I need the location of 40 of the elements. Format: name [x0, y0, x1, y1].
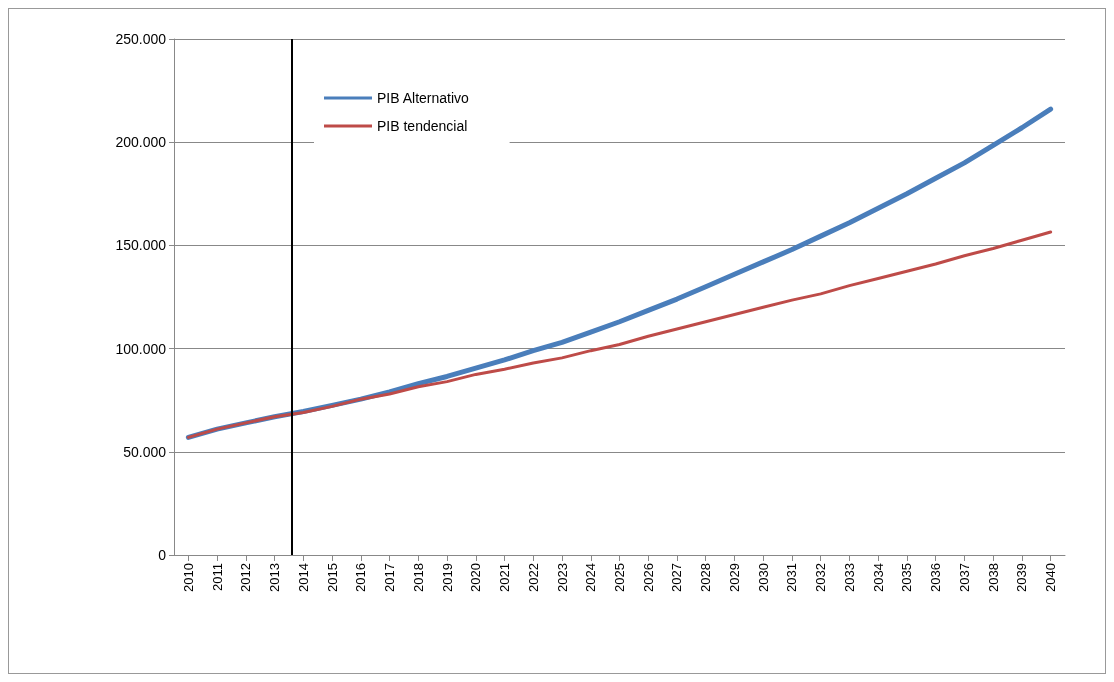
- y-tick-label: 50.000: [123, 443, 167, 460]
- x-tick-label: 2023: [554, 563, 570, 592]
- y-tick-label: 200.000: [115, 134, 167, 151]
- x-tick-label: 2027: [669, 563, 685, 592]
- x-tick-label: 2030: [755, 563, 771, 592]
- x-tick-label: 2025: [612, 563, 627, 592]
- legend-label: PIB tendencial: [377, 118, 468, 134]
- x-tick-label: 2020: [468, 563, 484, 592]
- x-tick-label: 2035: [899, 563, 915, 592]
- y-tick-label: 250.000: [115, 31, 167, 47]
- legend-label: PIB Alternativo: [377, 90, 470, 106]
- x-tick-label: 2031: [784, 563, 800, 592]
- x-tick-label: 2033: [841, 563, 857, 592]
- x-tick-label: 2038: [985, 563, 1001, 592]
- x-tick-label: 2021: [497, 563, 513, 592]
- y-tick-label: 0: [158, 547, 167, 563]
- x-tick-label: 2022: [525, 563, 541, 592]
- x-tick-label: 2015: [324, 563, 340, 592]
- x-tick-label: 2014: [295, 563, 311, 592]
- x-tick-label: 2034: [870, 563, 886, 592]
- y-tick-label: 150.000: [115, 237, 167, 254]
- x-tick-label: 2024: [583, 563, 599, 592]
- x-tick-label: 2011: [209, 563, 225, 591]
- x-tick-label: 2017: [382, 563, 398, 592]
- x-tick-label: 2036: [928, 563, 944, 592]
- x-tick-label: 2019: [439, 563, 455, 592]
- y-tick-label: 100.000: [115, 340, 167, 357]
- x-tick-label: 2012: [238, 563, 254, 592]
- x-tick-label: 2029: [726, 563, 742, 592]
- x-tick-label: 2026: [640, 563, 656, 592]
- x-tick-label: 2039: [1014, 563, 1030, 592]
- x-tick-label: 2018: [410, 563, 426, 592]
- x-tick-label: 2032: [813, 563, 829, 592]
- line-series: [186, 230, 1053, 439]
- x-tick-label: 2013: [267, 563, 283, 592]
- x-tick-label: 2037: [956, 563, 972, 592]
- x-tick-label: 2040: [1043, 563, 1059, 592]
- x-tick-label: 2010: [180, 563, 196, 592]
- x-tick-label: 2016: [353, 563, 369, 592]
- x-tick-label: 2028: [698, 563, 714, 592]
